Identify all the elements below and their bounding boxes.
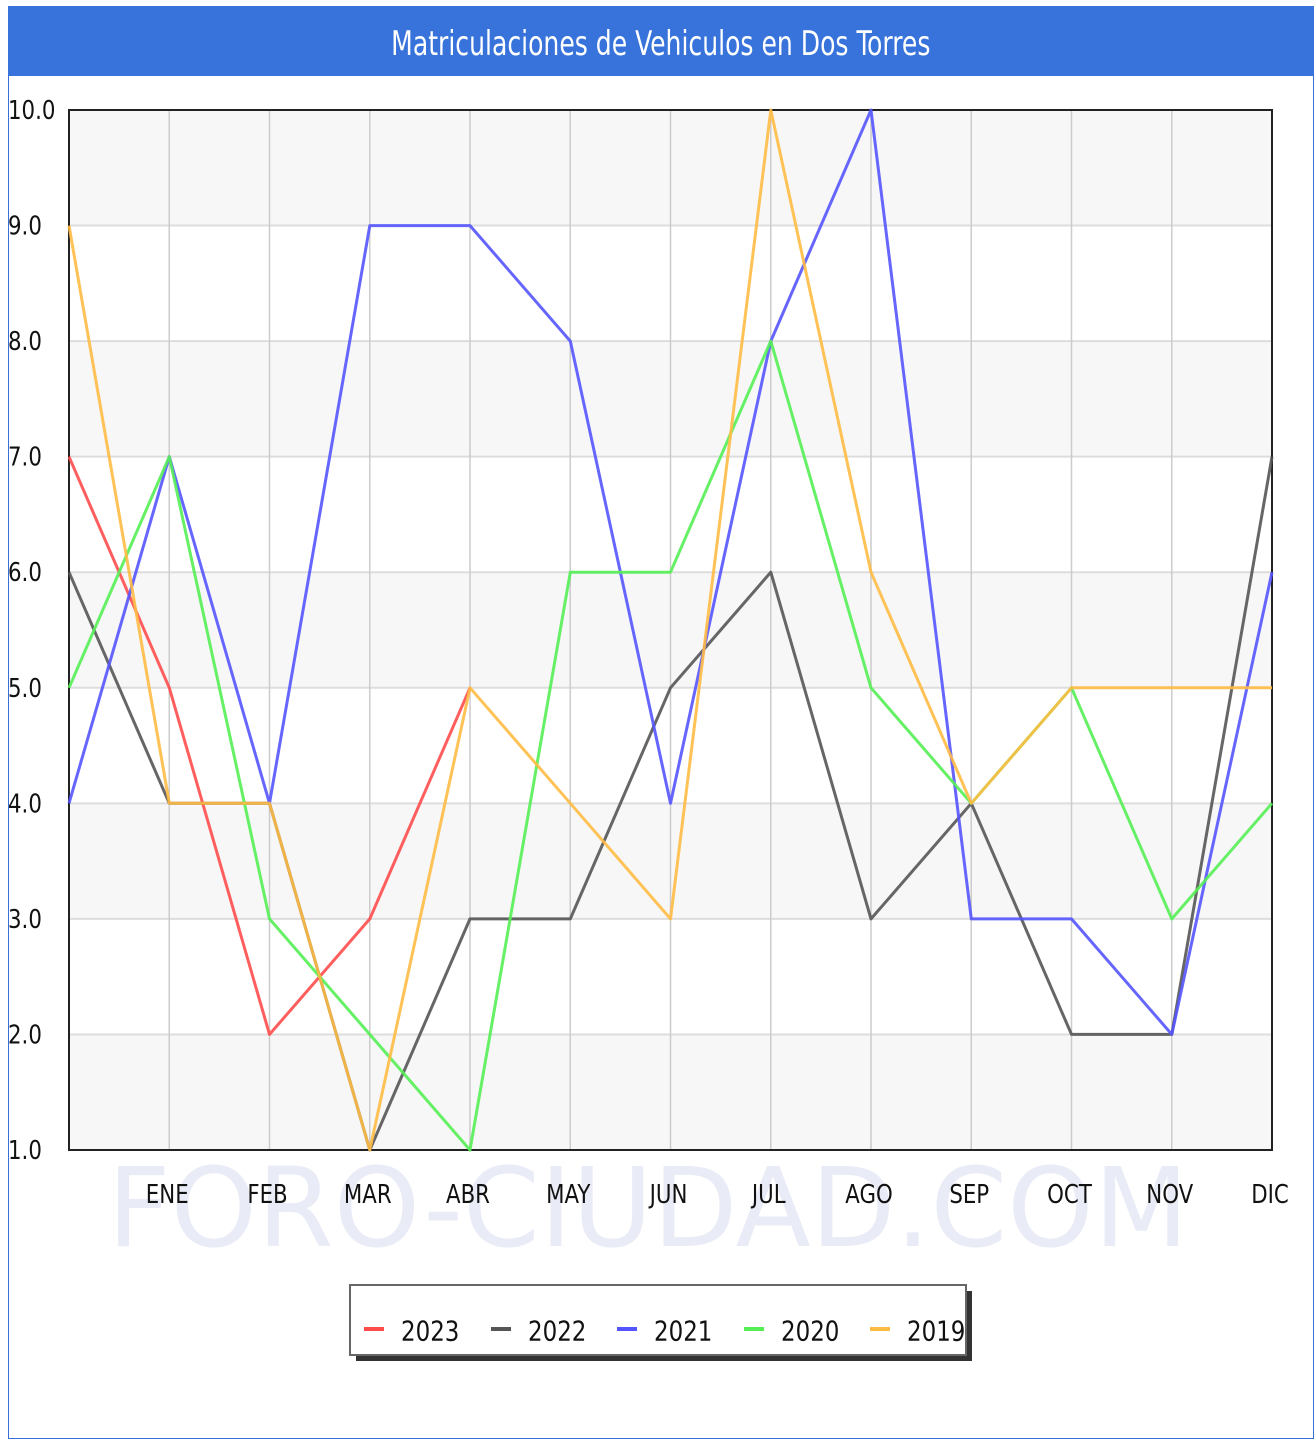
x-tick-label: FEB [247,1179,287,1210]
legend-box [349,1284,967,1356]
x-tick-label: OCT [1047,1179,1092,1210]
legend-label-2022: 2022 [528,1316,586,1349]
y-tick-label: 8.0 [8,326,42,357]
chart-title-bar: Matriculaciones de Vehiculos en Dos Torr… [8,6,1314,76]
x-axis-ticks: ENE FEB MAR ABR MAY JUN JUL AGO SEP OCT NOV DIC [146,1179,1289,1210]
legend-label-2023: 2023 [401,1316,459,1349]
y-tick-label: 3.0 [8,904,42,935]
plot-border [68,109,1273,1151]
x-tick-label: SEP [949,1179,989,1210]
x-tick-label: MAY [546,1179,591,1210]
y-tick-label: 10.0 [8,95,55,126]
series-line-2019 [67,108,1272,1152]
series-lines [67,108,1274,1152]
y-axis-ticks: 1.0 2.0 3.0 4.0 5.0 6.0 7.0 8.0 9.0 10.0 [8,95,55,1166]
x-tick-label: ABR [446,1179,490,1210]
y-tick-label: 4.0 [8,788,42,819]
y-tick-label: 2.0 [8,1019,42,1050]
chart-title: Matriculaciones de Vehiculos en Dos Torr… [391,24,931,64]
legend-label-2019: 2019 [907,1316,965,1349]
y-tick-label: 1.0 [8,1135,42,1166]
x-tick-label: AGO [845,1179,892,1210]
legend-label-2021: 2021 [654,1316,712,1349]
x-tick-label: DIC [1251,1179,1289,1210]
x-tick-label: NOV [1146,1179,1194,1210]
x-tick-label: JUL [750,1179,786,1210]
y-tick-label: 9.0 [8,210,42,241]
x-tick-label: ENE [146,1179,189,1210]
y-tick-label: 6.0 [8,557,42,588]
y-tick-label: 7.0 [8,442,42,473]
y-tick-label: 5.0 [8,673,42,704]
watermark: FORO-CIUDAD.COM [107,1144,1188,1272]
x-tick-label: JUN [648,1179,688,1210]
legend: 2023 2022 2021 2020 2019 [349,1284,972,1361]
x-tick-label: MAR [344,1179,392,1210]
legend-label-2020: 2020 [781,1316,839,1349]
